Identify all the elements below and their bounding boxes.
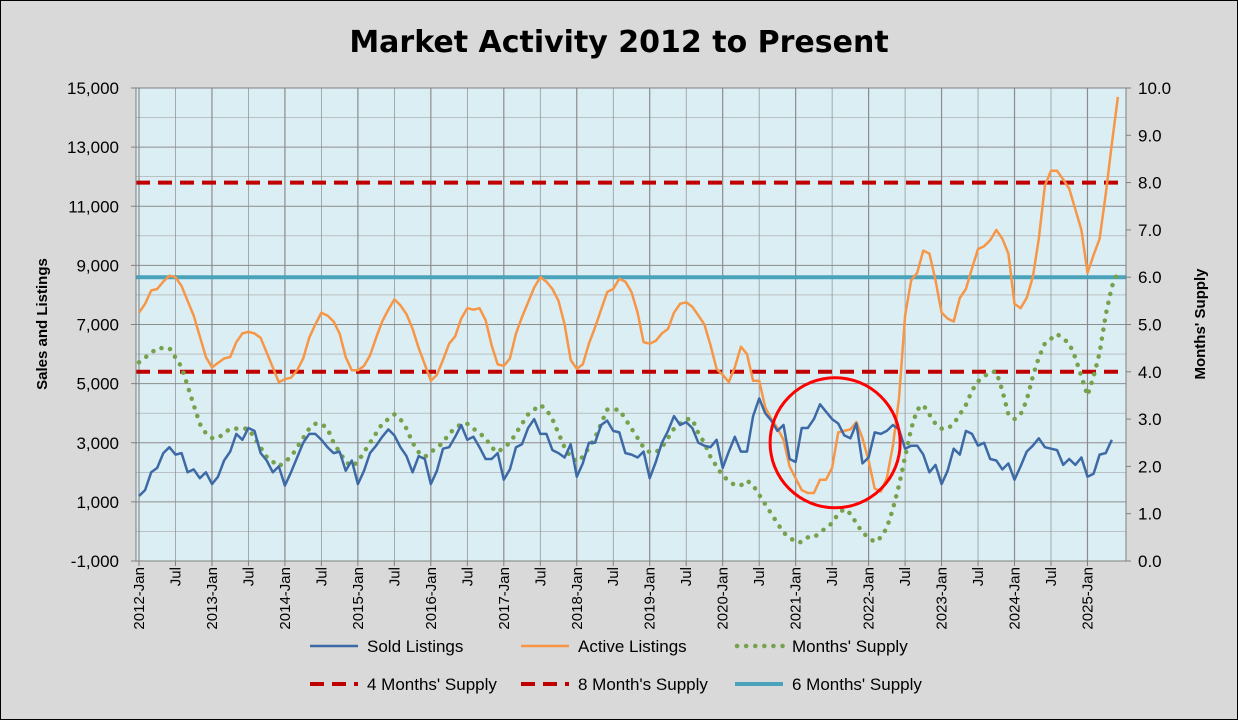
legend-label-4-months-supply: 4 Months' Supply (367, 675, 497, 694)
x-tick-label: 2021-Jan (788, 567, 805, 630)
x-tick-label: 2016-Jan (423, 567, 440, 630)
legend-label-sold-listings: Sold Listings (367, 637, 463, 656)
x-tick-label: Jul (386, 567, 403, 586)
y-tick-label: 1,000 (76, 493, 119, 512)
x-tick-label: 2020-Jan (715, 567, 732, 630)
legend-label-months-supply: Months' Supply (792, 637, 908, 656)
y2-tick-label: 2.0 (1138, 457, 1162, 476)
series-lines (136, 96, 1121, 545)
y-tick-label: 7,000 (76, 316, 119, 335)
x-tick-label: Jul (605, 567, 622, 586)
x-tick-label: 2012-Jan (131, 567, 148, 630)
annotation-circle (768, 376, 902, 510)
axes: -1,000 1,000 3,000 5,000 7,000 9,000 11,000 13,… (67, 79, 1171, 630)
x-tick-label: 2025-Jan (1079, 567, 1096, 630)
y-tick-label: 3,000 (76, 434, 119, 453)
y2-tick-label: 8.0 (1138, 174, 1162, 193)
series-sold-listings (138, 397, 1113, 497)
reference-lines (136, 180, 1126, 374)
legend: Sold Listings Active Listings Months' Supp… (310, 637, 922, 694)
x-tick-label: Jul (970, 567, 987, 586)
x-tick-label: Jul (897, 567, 914, 586)
x-tick-label: Jul (678, 567, 695, 586)
x-tick-label: Jul (240, 567, 257, 586)
x-tick-label: Jul (532, 567, 549, 586)
series-months-supply (136, 270, 1121, 545)
x-tick-label: Jul (459, 567, 476, 586)
legend-label-8-month-s-supply: 8 Month's Supply (578, 675, 708, 694)
y-tick-label: 9,000 (76, 256, 119, 275)
y-tick-label: 15,000 (67, 79, 119, 98)
x-tick-label: 2014-Jan (277, 567, 294, 630)
x-tick-label: Jul (751, 567, 768, 586)
y-tick-label: 5,000 (76, 375, 119, 394)
x-tick-label: Jul (167, 567, 184, 586)
x-tick-label: 2013-Jan (204, 567, 221, 630)
y2-tick-label: 0.0 (1138, 552, 1162, 571)
y-tick-label: -1,000 (71, 552, 119, 571)
x-tick-label: 2022-Jan (861, 567, 878, 630)
x-tick-label: 2023-Jan (934, 567, 951, 630)
y-axis-title: Sales and Listings (34, 258, 51, 390)
y2-tick-label: 7.0 (1138, 221, 1162, 240)
x-tick-label: Jul (1043, 567, 1060, 586)
x-tick-label: 2024-Jan (1007, 567, 1024, 630)
y2-tick-label: 5.0 (1138, 316, 1162, 335)
x-tick-label: Jul (824, 567, 841, 586)
legend-label-6-months-supply: 6 Months' Supply (792, 675, 922, 694)
x-tick-label: 2017-Jan (496, 567, 513, 630)
y2-tick-label: 6.0 (1138, 268, 1162, 287)
x-tick-label: 2019-Jan (642, 567, 659, 630)
x-tick-label: 2018-Jan (569, 567, 586, 630)
y-tick-label: 11,000 (68, 197, 119, 216)
y2-tick-label: 4.0 (1138, 363, 1162, 382)
x-tick-label: 2015-Jan (350, 567, 367, 630)
y2-tick-label: 9.0 (1138, 126, 1162, 145)
y2-tick-label: 3.0 (1138, 410, 1162, 429)
x-tick-label: Jul (313, 567, 330, 586)
y2-axis-title: Months' Supply (1192, 268, 1209, 380)
annotation-layer (768, 376, 902, 510)
legend-label-active-listings: Active Listings (578, 637, 687, 656)
y2-tick-label: 1.0 (1138, 505, 1162, 524)
series-active-listings (137, 96, 1120, 495)
y-tick-label: 13,000 (67, 138, 119, 157)
y2-tick-label: 10.0 (1138, 79, 1171, 98)
chart-title: Market Activity 2012 to Present (349, 25, 888, 60)
gridlines (136, 87, 1126, 562)
